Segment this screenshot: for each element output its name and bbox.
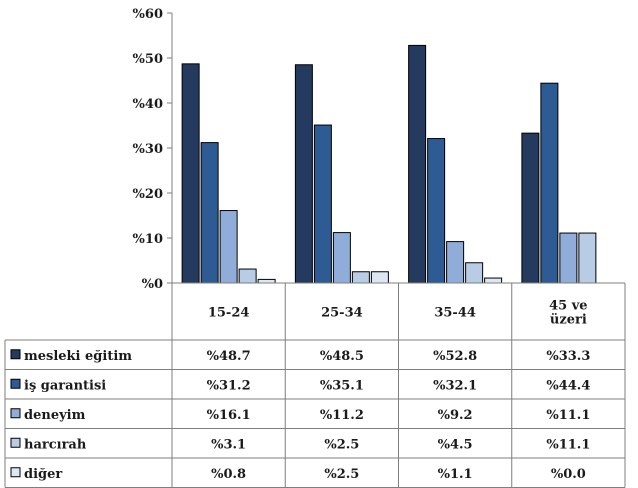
- bar: [370, 271, 389, 284]
- legend-key: [10, 408, 21, 419]
- bar-layer: [181, 44, 597, 284]
- bar: [484, 277, 503, 284]
- data-label: %4.5: [438, 437, 473, 452]
- data-label: %3.1: [211, 437, 246, 452]
- bar: [332, 232, 351, 284]
- data-label: %48.5: [320, 349, 364, 364]
- data-label: %33.3: [546, 349, 590, 364]
- data-label: %35.1: [320, 378, 364, 393]
- bar: [200, 142, 219, 284]
- y-tick-label: %40: [133, 97, 163, 112]
- bar: [559, 232, 578, 284]
- bar: [465, 262, 484, 284]
- legend-label: diğer: [24, 467, 62, 482]
- bar: [313, 124, 332, 284]
- bar: [257, 278, 276, 284]
- axis-layer: %0 %10 %20 %30 %40 %50 %60: [133, 7, 173, 292]
- legend-key: [10, 349, 21, 360]
- y-tick-label: %30: [133, 142, 163, 157]
- category-label: üzeri: [550, 313, 587, 328]
- bar: [294, 64, 313, 284]
- legend-label: deneyim: [24, 408, 86, 423]
- y-tick-label: %10: [133, 232, 163, 247]
- bar: [521, 132, 540, 284]
- data-label: %44.4: [546, 378, 590, 393]
- data-label: %1.1: [438, 467, 473, 482]
- bar: [408, 44, 427, 284]
- legend-key: [10, 437, 21, 448]
- y-tick-label: %60: [133, 7, 163, 22]
- legend-label: harcırah: [24, 437, 87, 452]
- y-tick-label: %0: [142, 277, 163, 292]
- data-label: %16.1: [207, 408, 251, 423]
- bar: [219, 210, 238, 284]
- data-label: %11.2: [320, 408, 364, 423]
- category-label: 35-44: [434, 306, 476, 321]
- bar: [238, 268, 257, 284]
- bar: [578, 232, 597, 284]
- y-tick-label: %50: [133, 52, 163, 67]
- data-label: %2.5: [324, 437, 359, 452]
- bar: [181, 63, 200, 284]
- bar: [427, 138, 446, 284]
- data-label: %48.7: [207, 349, 251, 364]
- legend-label: iş garantisi: [24, 378, 106, 393]
- data-label: %0.8: [211, 467, 246, 482]
- category-label: 45 ve: [549, 299, 587, 314]
- data-label: %52.8: [433, 349, 477, 364]
- legend-key: [10, 378, 21, 389]
- legend-key: [10, 467, 21, 478]
- data-label: %32.1: [433, 378, 477, 393]
- y-tick-label: %20: [133, 187, 163, 202]
- data-label: %11.1: [546, 408, 590, 423]
- data-label: %9.2: [438, 408, 473, 423]
- bar: [351, 271, 370, 284]
- data-label: %2.5: [324, 467, 359, 482]
- legend-label: mesleki eğitim: [24, 349, 132, 364]
- data-label: %0.0: [551, 467, 586, 482]
- data-label: %11.1: [546, 437, 590, 452]
- category-label: 25-34: [321, 306, 363, 321]
- category-label: 15-24: [208, 306, 250, 321]
- data-label: %31.2: [207, 378, 251, 393]
- bar: [540, 82, 559, 284]
- bar: [446, 241, 465, 284]
